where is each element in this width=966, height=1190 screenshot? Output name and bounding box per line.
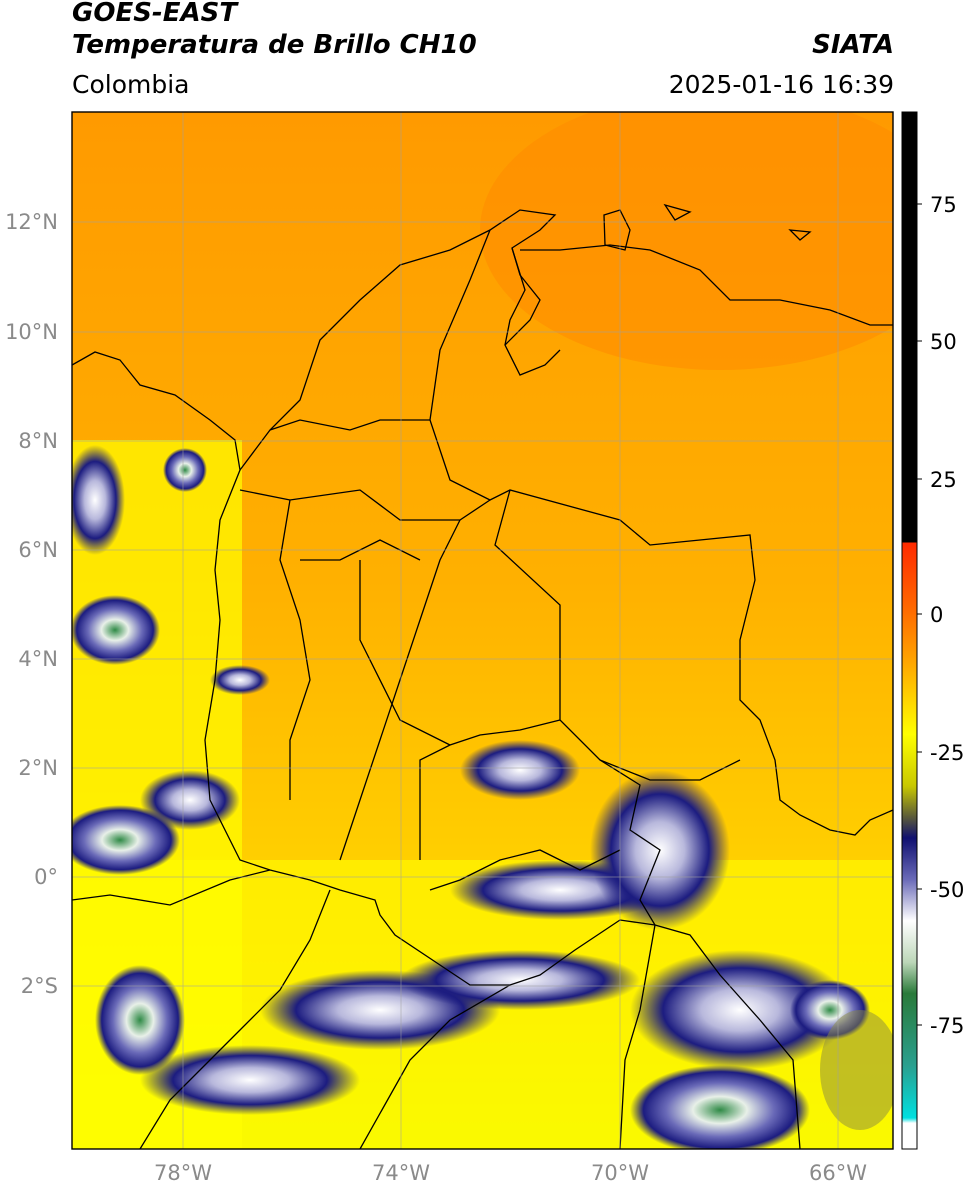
- colorbar-tick: 0: [930, 603, 943, 627]
- colorbar-scale: [901, 111, 918, 1150]
- lon-label: 78°W: [154, 1161, 212, 1185]
- colorbar-tick: 50: [930, 330, 957, 354]
- lat-label: 2°S: [21, 974, 58, 998]
- longitude-labels: 78°W 74°W 70°W 66°W: [154, 1161, 867, 1185]
- colorbar-tick: 25: [930, 468, 957, 492]
- timestamp-label: 2025-01-16 16:39: [668, 70, 894, 99]
- lat-label: 0°: [34, 865, 58, 889]
- lon-label: 74°W: [372, 1161, 430, 1185]
- cloud-field: [72, 112, 893, 1149]
- colorbar-tick: 75: [930, 193, 957, 217]
- lat-label: 6°N: [18, 538, 58, 562]
- lat-label: 8°N: [18, 429, 58, 453]
- colorbar-tick: -25: [930, 741, 964, 765]
- lon-label: 66°W: [809, 1161, 867, 1185]
- lon-label: 70°W: [591, 1161, 649, 1185]
- product-title: Temperatura de Brillo CH10: [72, 30, 477, 60]
- lat-label: 10°N: [5, 320, 58, 344]
- lat-label: 2°N: [18, 756, 58, 780]
- lat-label: 12°N: [5, 210, 58, 234]
- source-label: SIATA: [812, 30, 894, 60]
- colorbar-tick: -75: [930, 1014, 964, 1038]
- lat-label: 4°N: [18, 647, 58, 671]
- gridlines: [72, 112, 893, 1149]
- map-frame: [71, 111, 894, 1150]
- region-label: Colombia: [72, 70, 190, 99]
- colorbar-tick: -50: [930, 878, 964, 902]
- latitude-labels: 12°N 10°N 8°N 6°N 4°N 2°N 0° 2°S: [5, 210, 58, 998]
- colorbar: 75 50 25 0 -25 -50 -75: [901, 111, 964, 1150]
- satellite-title: GOES-EAST: [72, 0, 238, 28]
